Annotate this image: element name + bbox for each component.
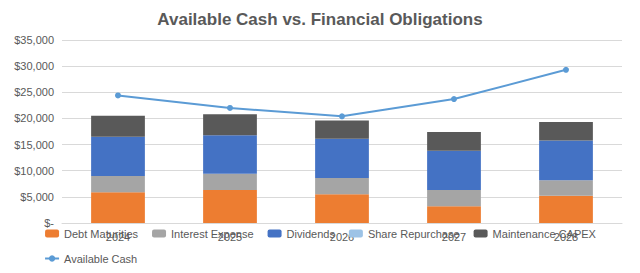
svg-text:Maintenance CAPEX: Maintenance CAPEX <box>493 228 597 240</box>
svg-text:Available Cash vs. Financial O: Available Cash vs. Financial Obligations <box>157 10 482 29</box>
svg-text:Share Repurchase: Share Repurchase <box>368 228 460 240</box>
svg-text:$15,000: $15,000 <box>14 139 54 151</box>
svg-text:$-: $- <box>44 217 54 229</box>
svg-text:$30,000: $30,000 <box>14 60 54 72</box>
svg-text:$35,000: $35,000 <box>14 34 54 46</box>
svg-text:$5,000: $5,000 <box>20 191 54 203</box>
svg-text:Debt Maturities: Debt Maturities <box>64 228 138 240</box>
svg-text:Dividends: Dividends <box>287 228 336 240</box>
svg-text:Interest Expense: Interest Expense <box>171 228 254 240</box>
svg-text:$25,000: $25,000 <box>14 86 54 98</box>
svg-text:$20,000: $20,000 <box>14 112 54 124</box>
svg-text:Available Cash: Available Cash <box>64 253 137 265</box>
svg-text:$10,000: $10,000 <box>14 165 54 177</box>
